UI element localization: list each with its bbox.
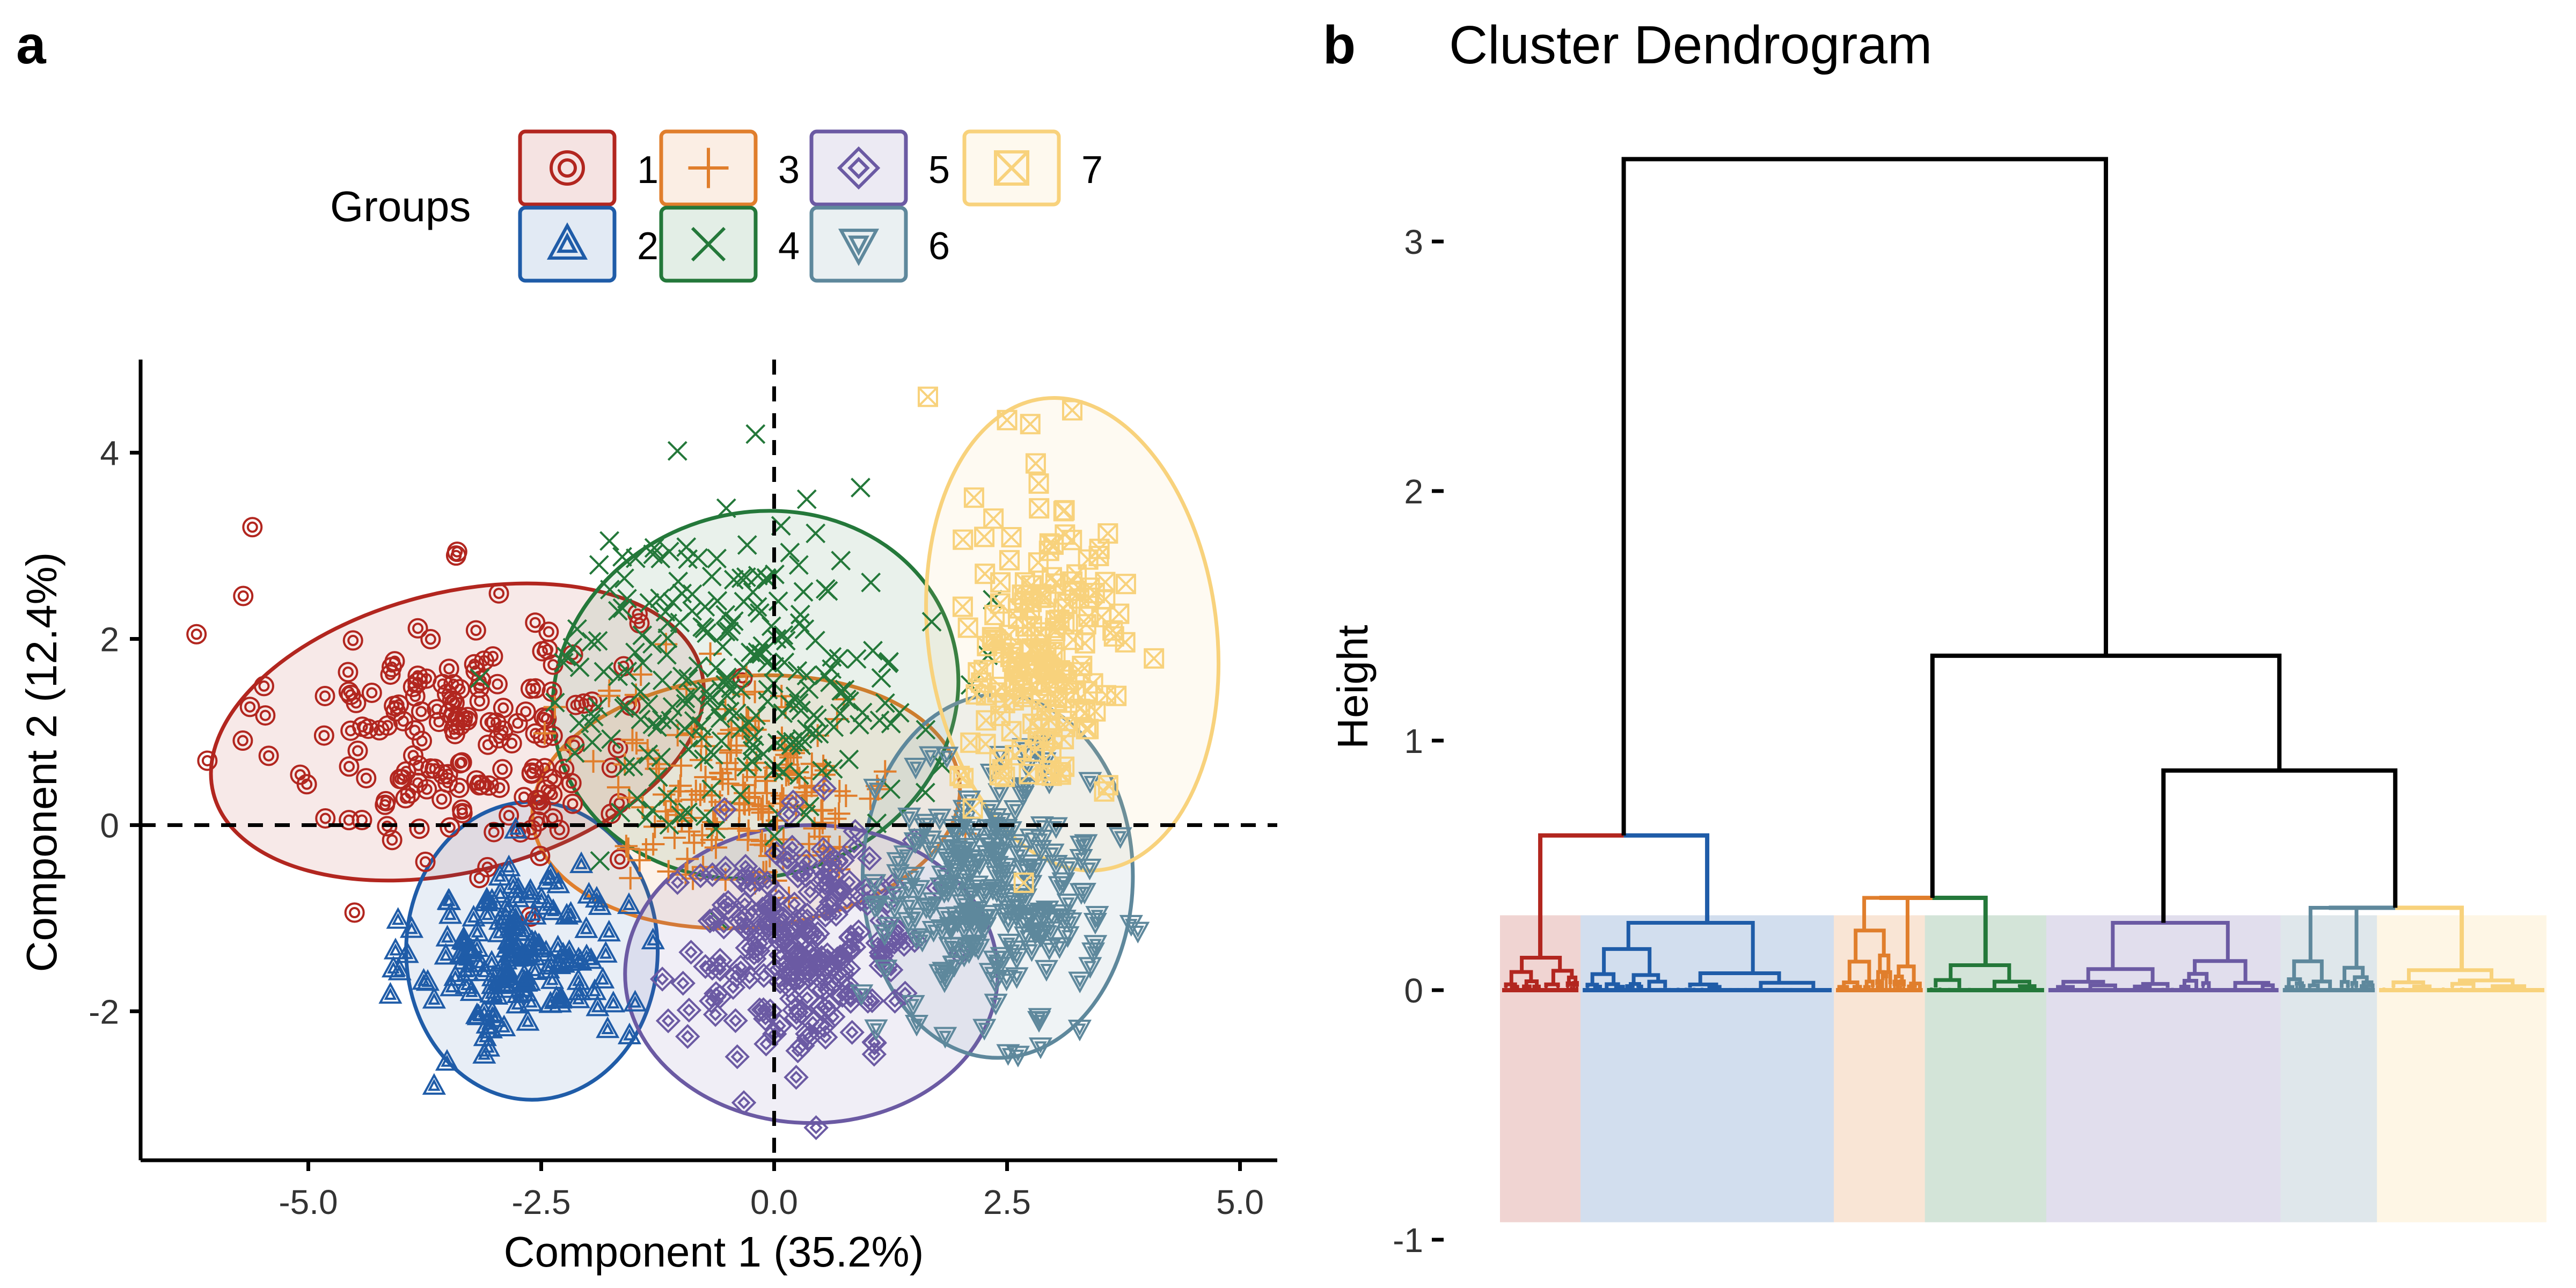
y-axis-label: Component 2 (12.4%) [18, 552, 65, 972]
legend-label-5: 5 [928, 149, 950, 192]
legend-items: 1 2 3 4 5 6 7 [520, 131, 1103, 281]
legend-item-7: 7 [964, 131, 1103, 204]
legend-item-6: 6 [811, 208, 950, 281]
subtree-link [2414, 986, 2430, 988]
dendrogram-axis: -1 0 1 2 3 [1393, 223, 1444, 1260]
x-tick-label: 5.0 [1216, 1183, 1264, 1221]
data-point [919, 387, 937, 406]
legend-item-5: 5 [811, 131, 950, 204]
dendrogram-tree [1502, 159, 2544, 990]
y-tick-label: -2 [89, 992, 119, 1031]
y-tick-label: 2 [100, 620, 119, 658]
panel-b-letter: b [1323, 15, 1356, 75]
cluster-bands [1500, 916, 2546, 1223]
dendrogram-plot: -1 0 1 2 3 Height [1329, 159, 2546, 1260]
data-point [851, 479, 869, 497]
panel-b: b Cluster Dendrogram -1 0 1 2 3 Height [1323, 15, 2546, 1260]
height-tick-label: 0 [1404, 971, 1423, 1010]
legend-label-3: 3 [778, 149, 800, 192]
y-tick-label: 0 [100, 806, 119, 845]
data-point [385, 940, 405, 958]
panel-a: a Groups 1 2 3 4 5 6 7 -5.0 -2.5 0.0 2.5 5.0 -2 0 2 4 … [16, 15, 1277, 1276]
x-axis-label: Component 1 (35.2%) [504, 1228, 924, 1276]
merge-link-6 [1624, 159, 2106, 836]
data-point [234, 587, 252, 605]
data-point [243, 518, 261, 536]
subtree-link [1574, 983, 1577, 986]
cluster-band-2 [1580, 916, 1834, 1223]
x-tick-label: -5.0 [279, 1183, 338, 1221]
height-axis-label: Height [1329, 625, 1377, 749]
y-tick-label: 4 [100, 434, 119, 472]
legend-item-3: 3 [661, 131, 800, 204]
panel-a-letter: a [16, 15, 47, 75]
merge-link-5 [1933, 656, 2279, 898]
data-point [346, 904, 364, 922]
data-point [187, 625, 206, 643]
data-point [797, 490, 816, 508]
x-tick-label: 2.5 [983, 1183, 1031, 1221]
height-tick-label: 3 [1404, 223, 1423, 261]
height-tick-label: -1 [1393, 1221, 1423, 1260]
x-tick-label: -2.5 [511, 1183, 570, 1221]
legend-label-2: 2 [637, 225, 658, 268]
data-point [590, 556, 608, 574]
legend-item-1: 1 [520, 131, 658, 204]
cluster-band-1 [1500, 916, 1580, 1223]
subtree-link [1627, 986, 1633, 989]
legend-title: Groups [330, 182, 471, 230]
legend: Groups 1 2 3 4 5 6 7 [330, 131, 1103, 281]
merge-link-right-1 [1624, 836, 1708, 923]
legend-label-1: 1 [637, 149, 658, 192]
height-tick-label: 1 [1404, 722, 1423, 760]
legend-item-2: 2 [520, 208, 658, 281]
subtree-link [1909, 986, 1915, 988]
legend-label-7: 7 [1081, 149, 1103, 192]
data-point [380, 984, 400, 1002]
x-tick-label: 0.0 [750, 1183, 798, 1221]
data-point [424, 1075, 444, 1094]
merge-link-4 [2163, 771, 2395, 923]
dendrogram-title: Cluster Dendrogram [1449, 15, 1932, 75]
data-point [668, 442, 686, 460]
legend-label-4: 4 [778, 225, 800, 268]
scatter-plot: -5.0 -2.5 0.0 2.5 5.0 -2 0 2 4 Component 1 (35.2… [18, 360, 1277, 1276]
data-point [388, 909, 408, 927]
legend-label-6: 6 [928, 225, 950, 268]
height-tick-label: 2 [1404, 472, 1423, 511]
data-point [601, 532, 619, 550]
data-point [747, 425, 765, 443]
legend-item-4: 4 [661, 208, 800, 281]
